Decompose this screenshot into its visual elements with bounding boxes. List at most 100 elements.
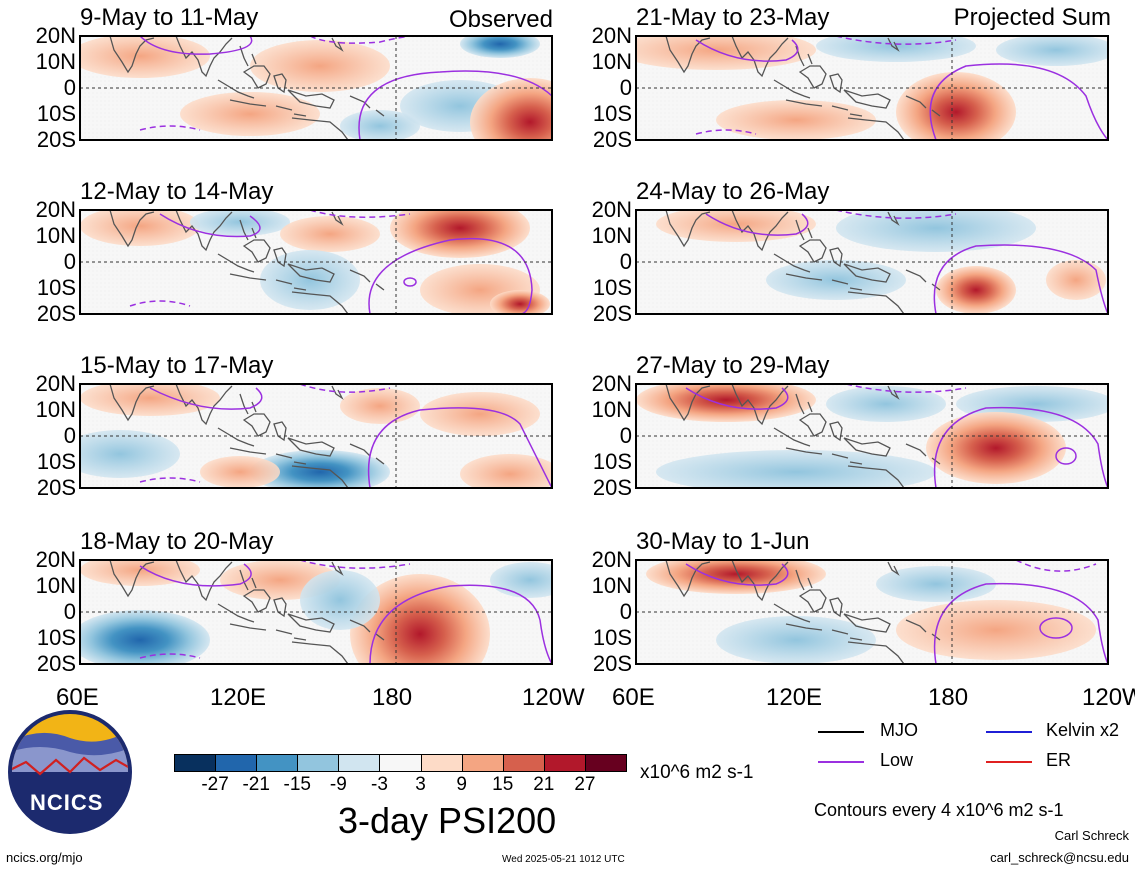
map-panel-left-1 xyxy=(79,35,553,141)
panel-title-right-2: 24-May to 26-May xyxy=(636,178,830,205)
lat-label-right-4-3: 10S xyxy=(592,625,632,650)
lat-label-right-2-4: 20S xyxy=(592,301,632,326)
legend-line-kelvin xyxy=(986,731,1032,733)
lat-label-left-3-2: 0 xyxy=(63,423,76,448)
colorbar-cell xyxy=(297,754,340,772)
lat-label-left-3-3: 10S xyxy=(36,449,76,474)
colorbar-tick-label: 9 xyxy=(456,774,467,795)
lat-label-left-1-0: 20N xyxy=(35,23,76,48)
legend-line-mjo xyxy=(818,731,864,733)
legend-label-low: Low xyxy=(880,750,914,770)
lat-label-right-4-1: 10N xyxy=(591,573,632,598)
lat-label-left-2-0: 20N xyxy=(35,197,76,222)
lat-label-right-2-1: 10N xyxy=(591,223,632,248)
colorbar-tick-label: -9 xyxy=(329,774,347,795)
lat-label-left-3-0: 20N xyxy=(35,371,76,396)
lon-label-left-120w: 120W xyxy=(522,684,585,711)
lat-label-left-2-4: 20S xyxy=(36,301,76,326)
footer-timestamp: Wed 2025-05-21 1012 UTC xyxy=(502,854,625,865)
panel-title-left-4: 18-May to 20-May xyxy=(80,528,274,555)
colorbar-cell xyxy=(338,754,381,772)
lat-label-left-2-2: 0 xyxy=(63,249,76,274)
lat-label-right-2-3: 10S xyxy=(592,275,632,300)
colorbar-cell xyxy=(256,754,299,772)
footer-site[interactable]: ncics.org/mjo xyxy=(6,850,83,865)
colorbar-cell xyxy=(174,754,217,772)
lat-label-left-2-3: 10S xyxy=(36,275,76,300)
lat-label-left-3-4: 20S xyxy=(36,475,76,500)
lat-label-right-4-4: 20S xyxy=(592,651,632,676)
lon-label-right-120e: 120E xyxy=(766,684,823,711)
colorbar-tick-label: 3 xyxy=(415,774,426,795)
lat-label-left-1-1: 10N xyxy=(35,49,76,74)
panel-title-left-1: 9-May to 11-May xyxy=(80,4,259,31)
colorbar-cell xyxy=(215,754,258,772)
legend-label-kelvin: Kelvin x2 xyxy=(1046,720,1120,740)
map-panel-left-3 xyxy=(79,383,553,489)
colorbar-cell xyxy=(543,754,586,772)
lat-label-left-1-2: 0 xyxy=(63,75,76,100)
lat-label-left-3-1: 10N xyxy=(35,397,76,422)
lat-label-right-3-3: 10S xyxy=(592,449,632,474)
map-panel-right-4 xyxy=(635,559,1109,665)
lon-label-right-120w: 120W xyxy=(1082,684,1135,711)
colorbar xyxy=(174,754,627,772)
legend-line-er xyxy=(986,761,1032,763)
lat-label-right-3-0: 20N xyxy=(591,371,632,396)
lat-label-right-1-3: 10S xyxy=(592,101,632,126)
lat-label-right-3-1: 10N xyxy=(591,397,632,422)
map-panel-left-2 xyxy=(79,209,553,315)
lat-label-left-4-3: 10S xyxy=(36,625,76,650)
lon-label-left-60e: 60E xyxy=(56,684,99,711)
colorbar-tick-label: -15 xyxy=(283,774,311,795)
legend-label-er: ER xyxy=(1046,750,1072,770)
panel-title-left-2: 12-May to 14-May xyxy=(80,178,274,205)
colorbar-tick-label: 27 xyxy=(574,774,596,795)
colorbar-tick-label: -21 xyxy=(242,774,270,795)
lat-label-left-4-2: 0 xyxy=(63,599,76,624)
lon-label-left-120e: 120E xyxy=(210,684,267,711)
lat-label-left-4-1: 10N xyxy=(35,573,76,598)
colorbar-units: x10^6 m2 s-1 xyxy=(640,762,754,783)
legend-line-low xyxy=(818,761,864,763)
panel-title-right-1: 21-May to 23-May xyxy=(636,4,830,31)
colorbar-cell xyxy=(379,754,422,772)
colorbar-tick-label: -27 xyxy=(201,774,229,795)
map-panel-right-2 xyxy=(635,209,1109,315)
lat-label-left-1-3: 10S xyxy=(36,101,76,126)
lat-label-right-4-2: 0 xyxy=(619,599,632,624)
lon-label-right-60e: 60E xyxy=(612,684,655,711)
colorbar-cell xyxy=(420,754,463,772)
footer-email[interactable]: carl_schreck@ncsu.edu xyxy=(990,850,1129,865)
ncics-logo xyxy=(8,710,132,834)
lat-label-right-1-0: 20N xyxy=(591,23,632,48)
map-panel-left-4 xyxy=(79,559,553,665)
logo-text: NCICS xyxy=(30,790,104,815)
lat-label-left-1-4: 20S xyxy=(36,127,76,152)
lat-label-left-4-4: 20S xyxy=(36,651,76,676)
lat-label-left-2-1: 10N xyxy=(35,223,76,248)
lat-label-right-3-2: 0 xyxy=(619,423,632,448)
map-panel-right-1 xyxy=(635,35,1109,141)
colorbar-tick-label: 15 xyxy=(492,774,514,795)
lat-label-right-2-2: 0 xyxy=(619,249,632,274)
lat-label-right-1-4: 20S xyxy=(592,127,632,152)
colorbar-cell xyxy=(584,754,627,772)
contours-note: Contours every 4 x10^6 m2 s-1 xyxy=(814,800,1064,820)
lat-label-right-1-1: 10N xyxy=(591,49,632,74)
lat-label-right-1-2: 0 xyxy=(619,75,632,100)
colorbar-ticks: -27 -21 -15 -9 -3 3 9 15 21 27 xyxy=(174,774,626,798)
lat-label-left-4-0: 20N xyxy=(35,547,76,572)
lat-label-right-2-0: 20N xyxy=(591,197,632,222)
colorbar-tick-label: 21 xyxy=(533,774,555,795)
lon-label-left-180: 180 xyxy=(372,684,413,711)
lat-label-right-3-4: 20S xyxy=(592,475,632,500)
legend-label-mjo: MJO xyxy=(880,720,918,740)
lat-label-right-4-0: 20N xyxy=(591,547,632,572)
colorbar-tick-label: -3 xyxy=(371,774,388,795)
colorbar-cell xyxy=(502,754,545,772)
lon-label-right-180: 180 xyxy=(928,684,969,711)
projected-label: Projected Sum xyxy=(953,4,1111,31)
footer-author: Carl Schreck xyxy=(1054,828,1129,843)
